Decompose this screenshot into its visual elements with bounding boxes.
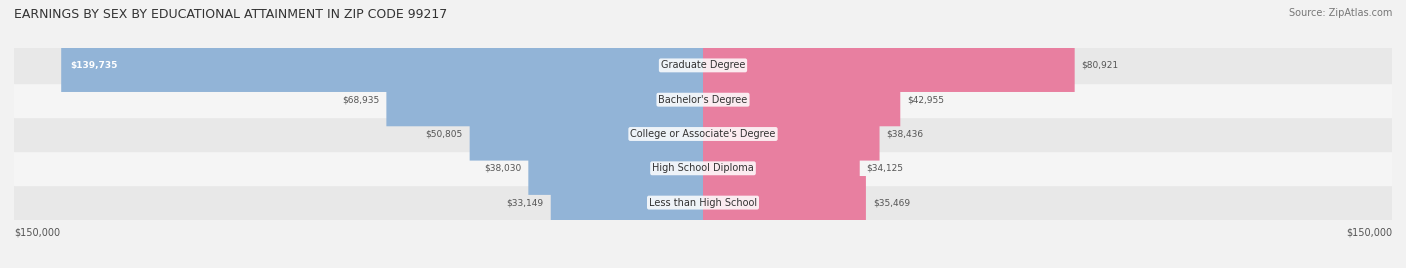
FancyBboxPatch shape <box>703 39 1074 92</box>
Text: Graduate Degree: Graduate Degree <box>661 60 745 70</box>
FancyBboxPatch shape <box>703 107 880 161</box>
Text: $38,436: $38,436 <box>886 129 924 139</box>
FancyBboxPatch shape <box>703 176 866 229</box>
Text: $33,149: $33,149 <box>506 198 544 207</box>
FancyBboxPatch shape <box>703 73 900 126</box>
Text: Less than High School: Less than High School <box>650 198 756 208</box>
Bar <box>14 185 1392 220</box>
FancyBboxPatch shape <box>703 142 859 195</box>
Text: $150,000: $150,000 <box>1346 227 1392 237</box>
Text: $38,030: $38,030 <box>484 164 522 173</box>
Bar <box>14 83 1392 117</box>
Text: College or Associate's Degree: College or Associate's Degree <box>630 129 776 139</box>
Bar <box>14 48 1392 83</box>
FancyBboxPatch shape <box>470 107 703 161</box>
FancyBboxPatch shape <box>551 176 703 229</box>
Text: $80,921: $80,921 <box>1081 61 1119 70</box>
Text: High School Diploma: High School Diploma <box>652 163 754 173</box>
Text: $42,955: $42,955 <box>907 95 945 104</box>
Text: $150,000: $150,000 <box>14 227 60 237</box>
Text: $50,805: $50,805 <box>426 129 463 139</box>
Text: $68,935: $68,935 <box>342 95 380 104</box>
FancyBboxPatch shape <box>62 39 703 92</box>
Text: Bachelor's Degree: Bachelor's Degree <box>658 95 748 105</box>
Text: Source: ZipAtlas.com: Source: ZipAtlas.com <box>1288 8 1392 18</box>
Text: $139,735: $139,735 <box>70 61 118 70</box>
FancyBboxPatch shape <box>387 73 703 126</box>
FancyBboxPatch shape <box>529 142 703 195</box>
Text: $34,125: $34,125 <box>866 164 904 173</box>
Text: EARNINGS BY SEX BY EDUCATIONAL ATTAINMENT IN ZIP CODE 99217: EARNINGS BY SEX BY EDUCATIONAL ATTAINMEN… <box>14 8 447 21</box>
Bar <box>14 117 1392 151</box>
Bar <box>14 151 1392 185</box>
Text: $35,469: $35,469 <box>873 198 910 207</box>
